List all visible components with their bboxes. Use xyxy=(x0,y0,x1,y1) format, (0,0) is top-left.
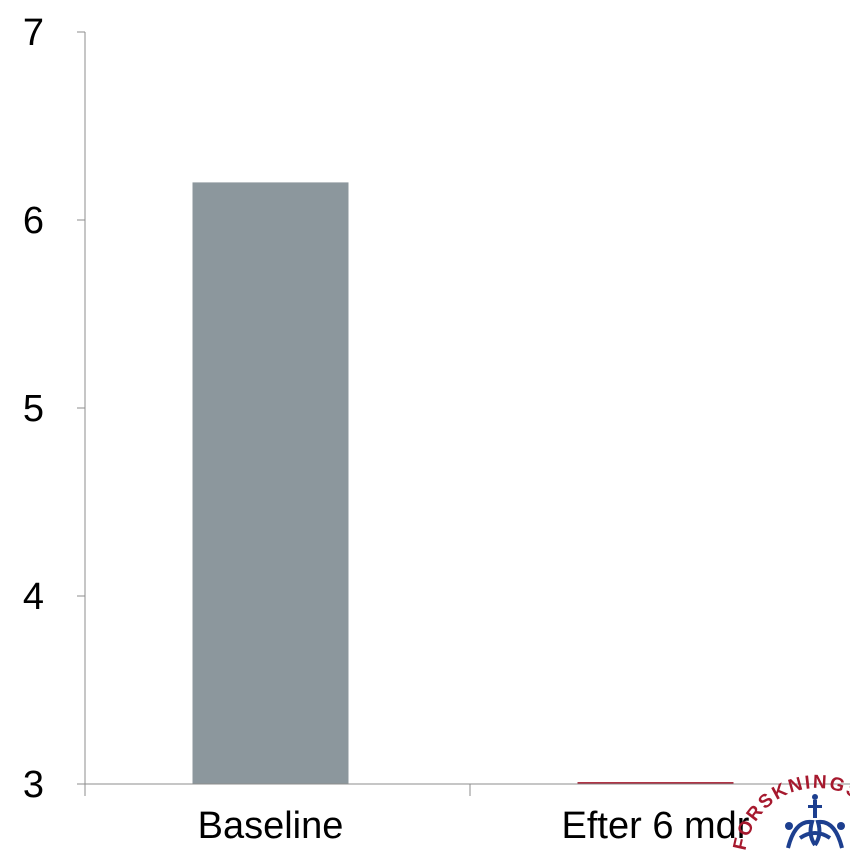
y-tick-label: 4 xyxy=(23,576,44,618)
bar-baseline xyxy=(192,182,349,784)
y-axis: 3 4 5 6 7 xyxy=(23,12,86,806)
x-tick-label: Efter 6 mdr xyxy=(562,805,750,847)
y-tick-label: 6 xyxy=(23,200,44,242)
bar-efter-6-mdr xyxy=(577,782,734,784)
x-axis: Baseline Efter 6 mdr xyxy=(77,783,850,847)
partial-axis-label: ) xyxy=(0,512,1,554)
y-tick-label: 7 xyxy=(23,12,44,54)
y-tick-label: 5 xyxy=(23,388,44,430)
bars xyxy=(192,182,734,784)
x-tick-label: Baseline xyxy=(198,805,344,847)
y-tick-label: 3 xyxy=(23,764,44,806)
